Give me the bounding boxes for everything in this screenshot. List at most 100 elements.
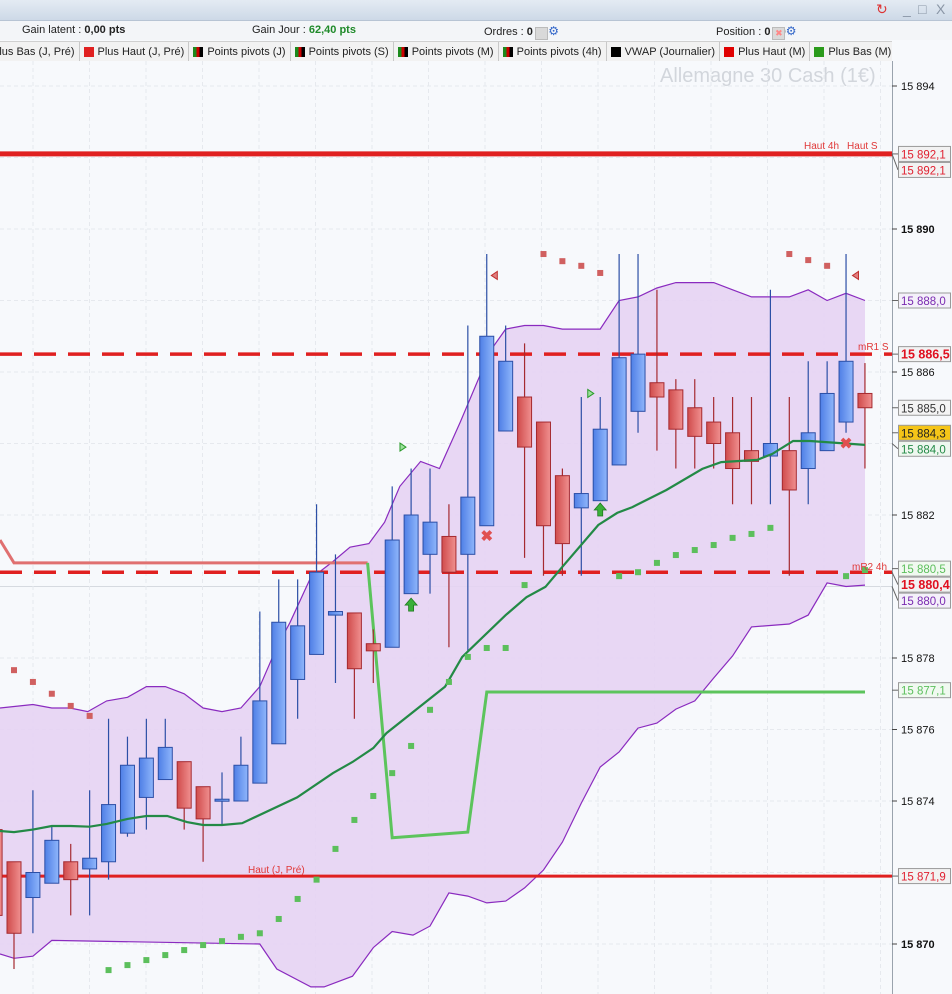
legend-item[interactable]: Plus Bas (M) <box>810 42 892 61</box>
price-label: 15 880,4 <box>901 578 950 592</box>
legend-swatch <box>83 46 94 57</box>
candle-bearish <box>195 786 211 820</box>
sar-dot <box>29 678 36 685</box>
candle-bearish <box>346 612 362 670</box>
right-triangle-icon <box>587 388 595 399</box>
price-label: 15 871,9 <box>901 872 946 884</box>
sar-dot <box>559 258 566 265</box>
price-label: 15 886,5 <box>901 348 950 362</box>
sar-dot <box>332 845 339 852</box>
sar-dot <box>691 547 698 554</box>
legend-item[interactable]: Points pivots (S) <box>291 42 394 61</box>
level-label: Haut 4h <box>804 141 839 152</box>
position-value: 0 <box>764 26 771 38</box>
price-label-box <box>898 682 951 699</box>
legend-swatch <box>397 46 408 57</box>
close-position-icon[interactable]: ✖ <box>772 27 786 40</box>
price-label-box <box>898 424 951 441</box>
sar-dot <box>464 653 471 660</box>
price-label: 15 880,0 <box>901 596 946 608</box>
sar-dot <box>672 552 679 559</box>
legend-item[interactable]: Plus Bas (J, Pré) <box>0 42 80 61</box>
legend-swatch <box>502 46 513 57</box>
price-label: 15 892,1 <box>901 149 946 161</box>
axis-tick-label: 15 890 <box>901 224 935 236</box>
legend-label: Plus Bas (M) <box>828 45 892 58</box>
candle-bearish <box>857 392 873 409</box>
left-triangle-icon <box>851 270 859 281</box>
cancel-orders-icon[interactable] <box>534 27 548 40</box>
sar-dot <box>748 530 755 537</box>
legend-swatch <box>294 46 305 57</box>
minimize-icon[interactable]: _ <box>903 1 911 17</box>
sar-dot <box>843 573 850 580</box>
axis-tick-label: 15 894 <box>901 81 935 93</box>
legend-item[interactable]: Plus Haut (M) <box>720 42 811 61</box>
left-triangle-icon <box>490 270 498 281</box>
account-info-bar: Gain latent : 0,00 pts Gain Jour : 62,40… <box>0 21 952 40</box>
candle-bullish <box>233 764 249 802</box>
sar-dot <box>710 542 717 549</box>
legend-label: Points pivots (S) <box>308 45 389 58</box>
price-label-box <box>898 145 951 162</box>
sar-dot <box>86 712 93 719</box>
legend-item[interactable]: Plus Haut (J, Pré) <box>80 42 190 61</box>
candle-bullish <box>214 798 230 802</box>
candle-bearish <box>176 761 192 809</box>
sar-dot <box>408 742 415 749</box>
close-icon[interactable]: X <box>936 1 946 17</box>
legend-item[interactable]: Points pivots (J) <box>189 42 291 61</box>
gain-jour-label: Gain Jour : <box>252 24 306 36</box>
legend-item[interactable]: Points pivots (M) <box>394 42 499 61</box>
candle-bullish <box>82 857 98 870</box>
sar-dot <box>67 702 74 709</box>
sar-dot <box>11 667 17 674</box>
legend-swatch <box>193 46 204 57</box>
bollinger-band-fill <box>0 282 865 987</box>
refresh-icon[interactable]: ↻ <box>876 1 888 17</box>
sar-dot <box>483 644 490 651</box>
candle-bullish <box>573 493 589 509</box>
price-label: 15 884,3 <box>901 428 946 440</box>
sar-dot <box>616 573 623 580</box>
sar-dot <box>237 933 244 940</box>
price-axis[interactable]: 15 894 15 890 15 886 15 882 15 878 15 876 15 8… <box>891 81 951 951</box>
candle-bullish <box>479 335 495 527</box>
price-label-tick <box>891 586 899 601</box>
candle-bearish <box>441 535 457 573</box>
candle-bullish <box>384 539 400 648</box>
sar-dot <box>861 567 868 574</box>
level-label: Haut S <box>847 141 878 152</box>
candle-bullish <box>101 804 117 863</box>
sar-dot <box>294 895 301 902</box>
orders-settings-gear-icon[interactable]: ⚙ <box>548 24 559 38</box>
sar-dot <box>275 915 282 922</box>
title-bar: ↻ _ □ X <box>0 0 952 21</box>
axis-tick-label: 15 886 <box>901 367 935 379</box>
sar-dot <box>729 534 736 541</box>
candle-bearish <box>63 861 79 881</box>
gain-latent-label: Gain latent : <box>22 24 82 36</box>
buy-signal-arrow-icon <box>593 502 608 517</box>
price-label-tick <box>891 443 899 450</box>
legend-item[interactable]: Points pivots (4h) <box>499 42 607 61</box>
sar-dot <box>653 559 660 566</box>
sar-dot <box>105 967 112 974</box>
axis-tick-label: 15 882 <box>901 510 935 522</box>
legend-item[interactable]: VWAP (Journalier) <box>607 42 721 61</box>
axis-tick-label: 15 870 <box>901 939 935 951</box>
buy-signal-arrow-icon <box>404 597 418 612</box>
maximize-icon[interactable]: □ <box>918 1 927 17</box>
position-settings-gear-icon[interactable]: ⚙ <box>785 24 797 38</box>
candle-bullish <box>157 746 173 781</box>
candle-bullish <box>138 757 154 798</box>
candle-bullish <box>271 621 287 745</box>
candle-bearish <box>6 861 22 934</box>
sar-dot <box>143 957 150 964</box>
candle-bullish <box>403 514 419 595</box>
right-triangle-icon <box>399 442 407 453</box>
sar-dot <box>389 770 396 777</box>
axis-tick-label: 15 874 <box>901 796 935 808</box>
price-label: 15 877,1 <box>901 686 946 698</box>
